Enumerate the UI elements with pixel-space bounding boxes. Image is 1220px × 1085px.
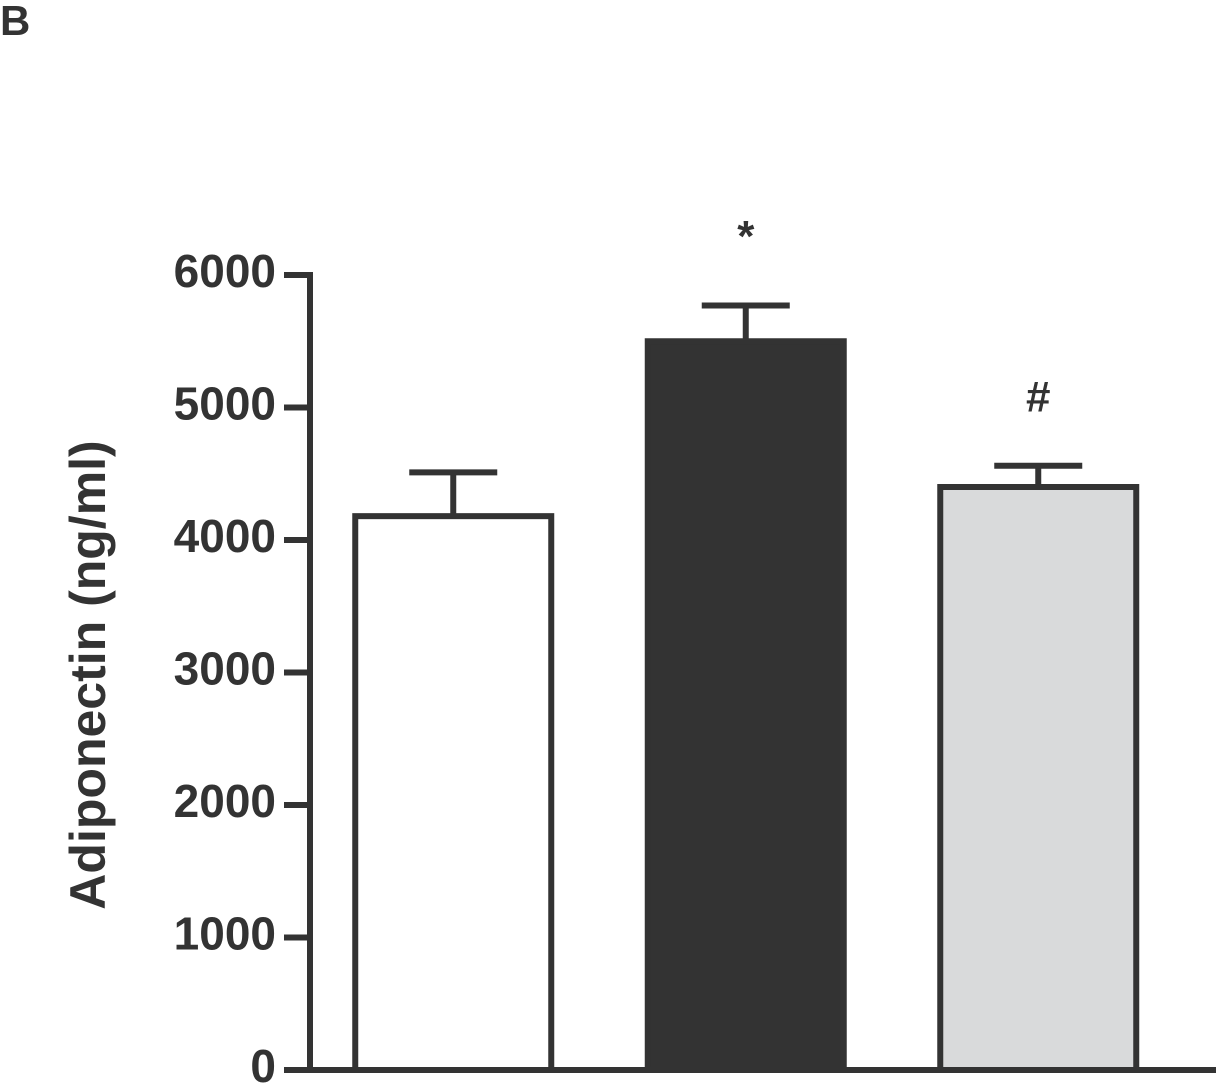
y-tick-label: 0 [250, 1040, 276, 1085]
y-tick-label: 6000 [174, 245, 276, 297]
y-axis-label: Adiponectin (ng/ml) [60, 440, 116, 909]
y-tick-label: 1000 [174, 908, 276, 960]
y-tick-label: 4000 [174, 510, 276, 562]
panel-label: B [0, 0, 30, 44]
significance-mark: * [737, 212, 755, 261]
bar [644, 338, 847, 1073]
bar [937, 484, 1140, 1073]
y-tick-label: 2000 [174, 775, 276, 827]
bar [352, 513, 555, 1073]
significance-mark: # [1026, 372, 1050, 421]
y-tick-label: 3000 [174, 643, 276, 695]
y-tick-label: 5000 [174, 378, 276, 430]
